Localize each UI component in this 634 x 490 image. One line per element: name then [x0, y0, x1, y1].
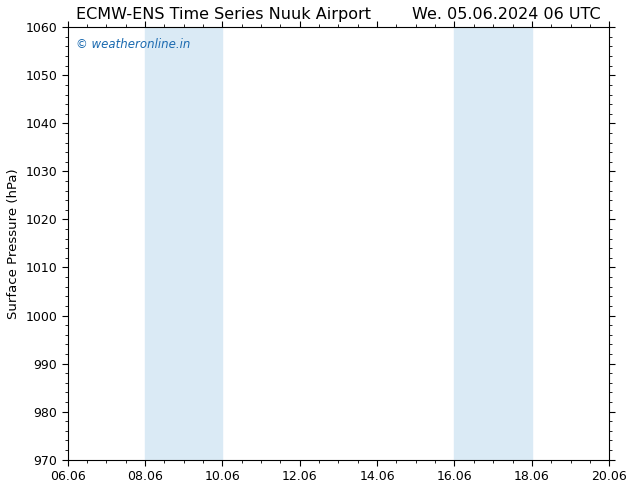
Y-axis label: Surface Pressure (hPa): Surface Pressure (hPa) — [7, 168, 20, 319]
Bar — [145, 27, 223, 460]
Text: © weatheronline.in: © weatheronline.in — [76, 38, 190, 51]
Bar — [455, 27, 532, 460]
Title: ECMW-ENS Time Series Nuuk Airport        We. 05.06.2024 06 UTC: ECMW-ENS Time Series Nuuk Airport We. 05… — [76, 7, 601, 22]
